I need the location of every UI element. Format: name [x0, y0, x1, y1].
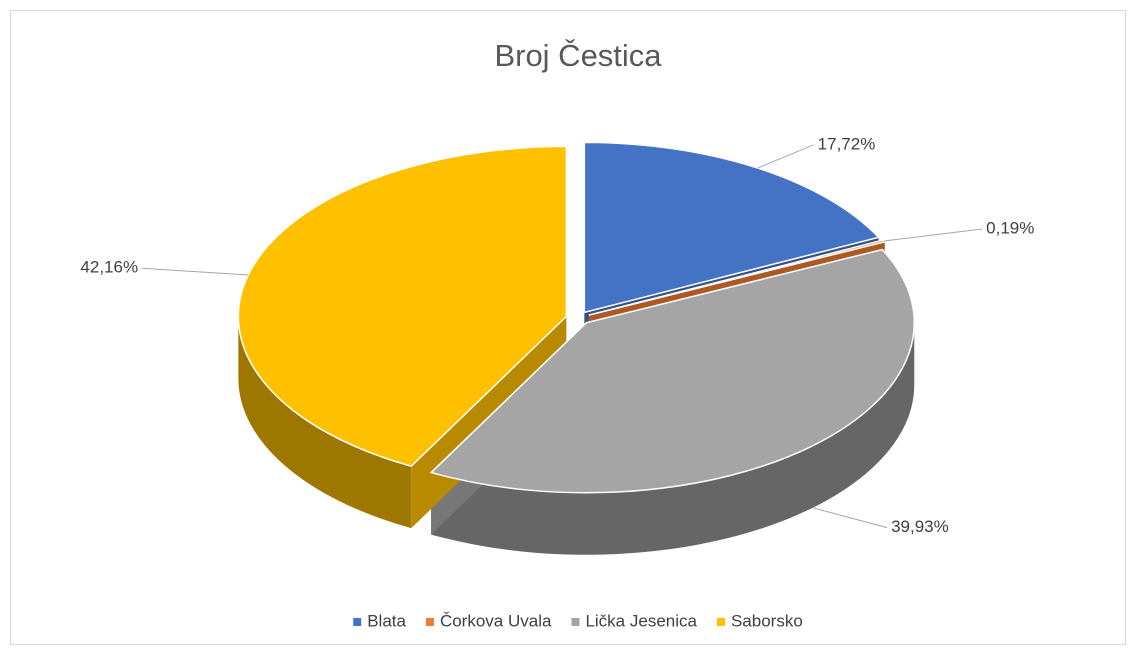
legend: Blata Čorkova Uvala Lička Jesenica Saborsko	[353, 611, 803, 630]
legend-label: Saborsko	[731, 611, 803, 630]
legend-swatch	[353, 618, 362, 626]
leader-line	[142, 267, 249, 276]
pie-tops	[237, 141, 916, 494]
legend-swatch	[425, 618, 434, 626]
slice	[429, 248, 916, 494]
slice	[583, 141, 881, 314]
legend-swatch	[716, 618, 725, 626]
legend-label: Lička Jesenica	[585, 611, 697, 630]
slice-side	[238, 316, 412, 529]
legend-label: Čorkova Uvala	[440, 611, 552, 630]
data-label: 17,72%	[818, 134, 876, 153]
leader-line	[757, 144, 814, 169]
data-label: 39,93%	[891, 517, 949, 536]
slice-side	[431, 322, 915, 555]
data-label: 42,16%	[80, 258, 138, 277]
leader-line	[883, 228, 983, 242]
leader-line	[812, 507, 888, 529]
data-label: 0,19%	[986, 218, 1034, 237]
legend-label: Blata	[367, 611, 406, 630]
chart-title: Broj Čestica	[494, 38, 662, 73]
legend-swatch	[571, 618, 580, 626]
